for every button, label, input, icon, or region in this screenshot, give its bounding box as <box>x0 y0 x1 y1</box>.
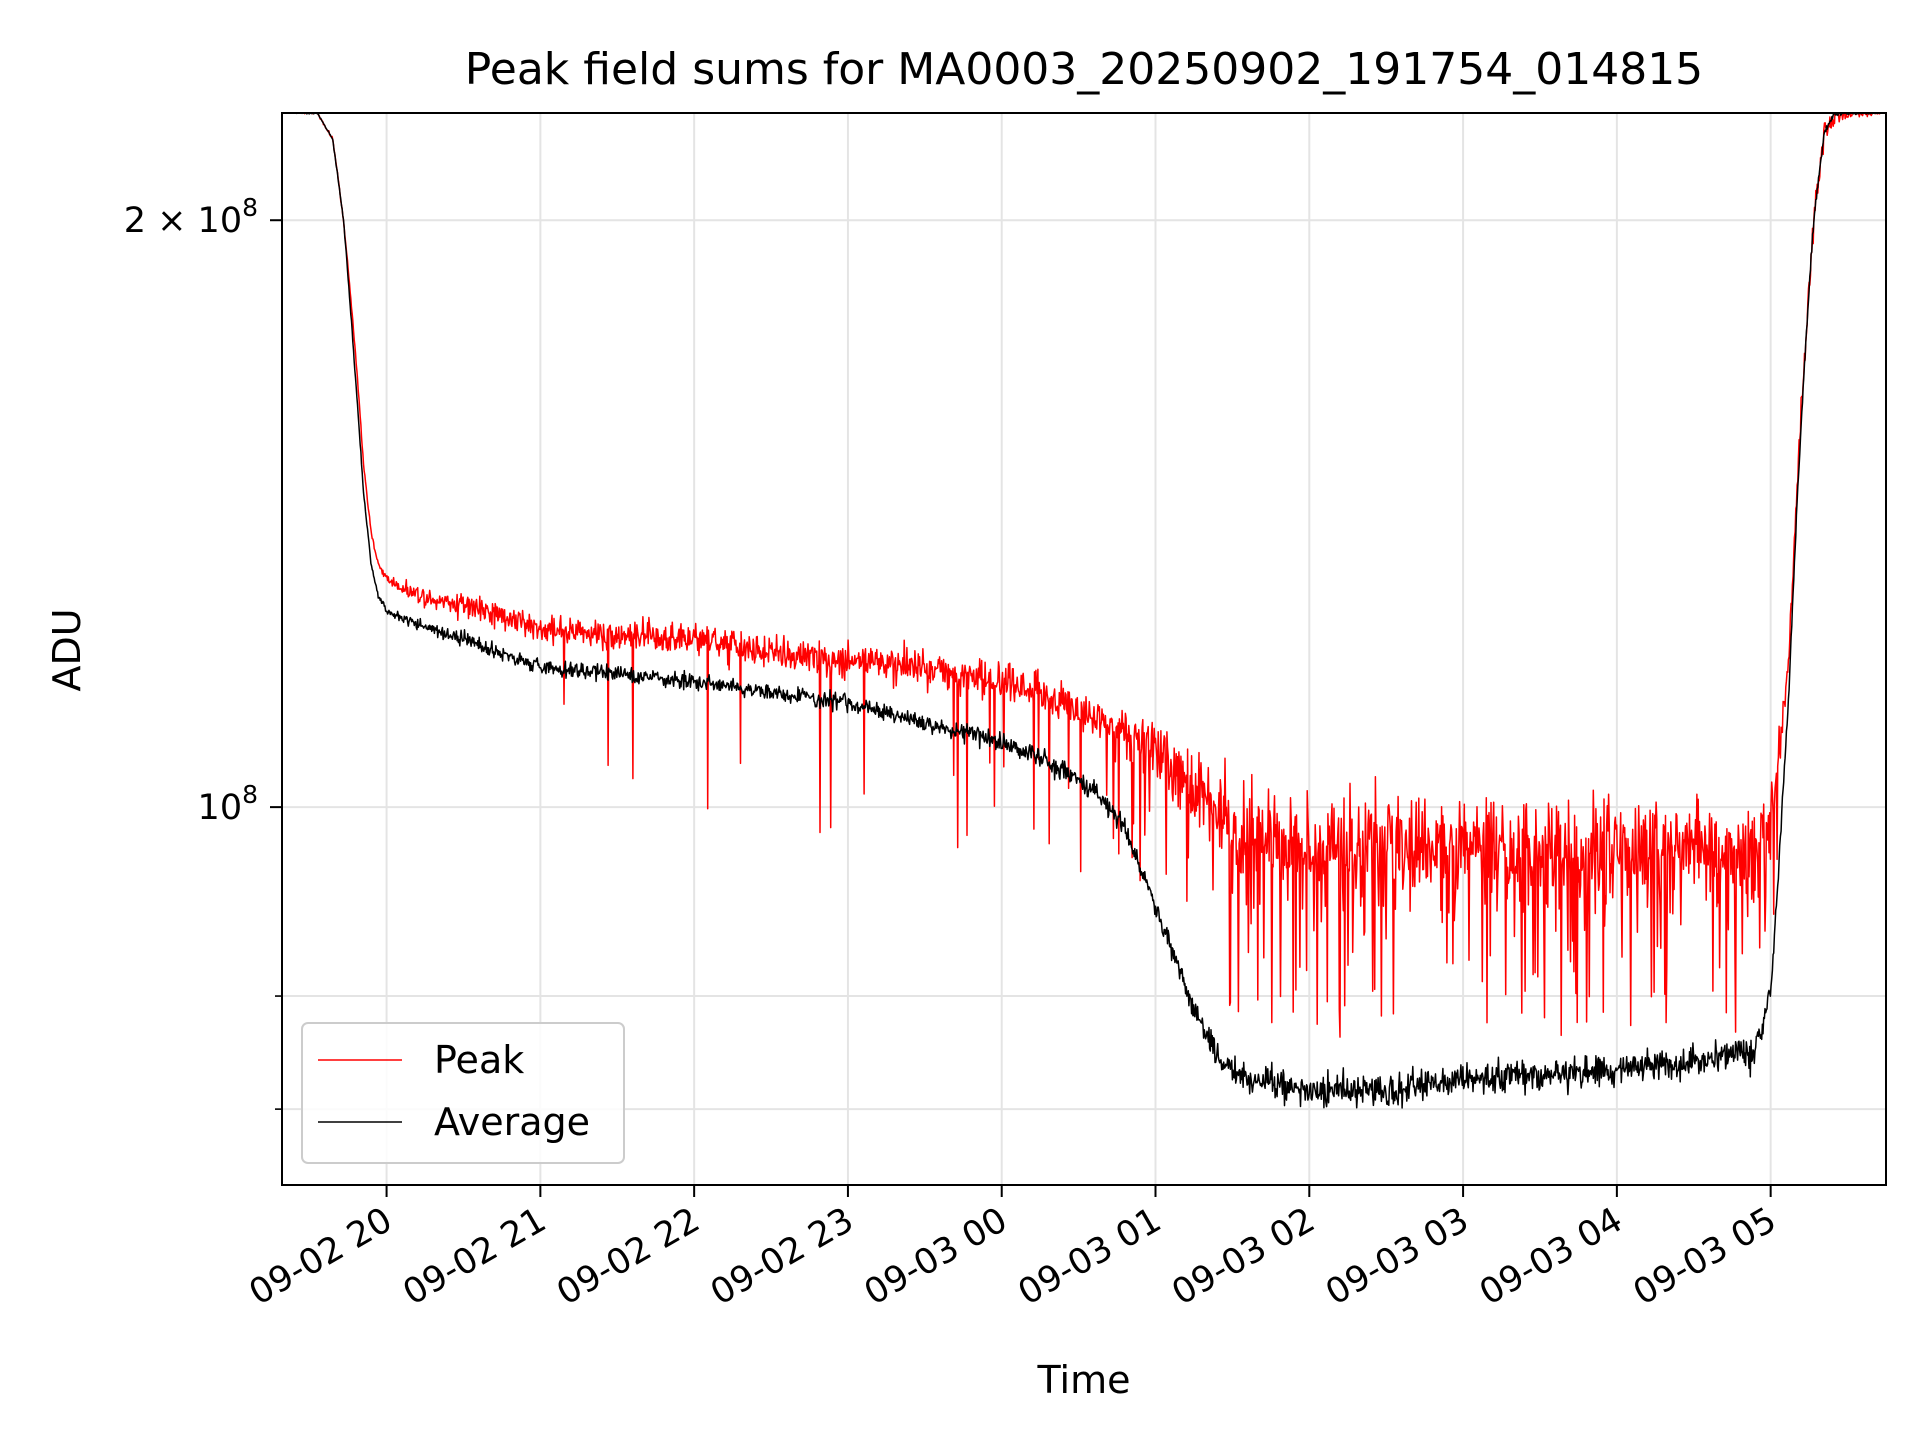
legend: Peak Average <box>301 1022 625 1164</box>
y-axis-label: ADU <box>45 608 89 691</box>
y-tick-label: 2 × 108 <box>124 193 258 241</box>
series-line-average <box>282 113 1886 1109</box>
chart-title: Peak field sums for MA0003_20250902_1917… <box>465 44 1703 95</box>
x-axis-label: Time <box>1037 1358 1131 1402</box>
plot-frame <box>281 112 1887 1186</box>
y-tick-label: 108 <box>198 780 258 828</box>
legend-label-average: Average <box>434 1100 590 1144</box>
legend-box <box>301 1022 625 1164</box>
legend-label-peak: Peak <box>434 1038 524 1082</box>
series-layer <box>282 113 1886 1109</box>
grid <box>282 113 1886 1185</box>
y-axis: 108 2 × 108 <box>124 193 282 1110</box>
series-line-peak <box>282 113 1886 1038</box>
